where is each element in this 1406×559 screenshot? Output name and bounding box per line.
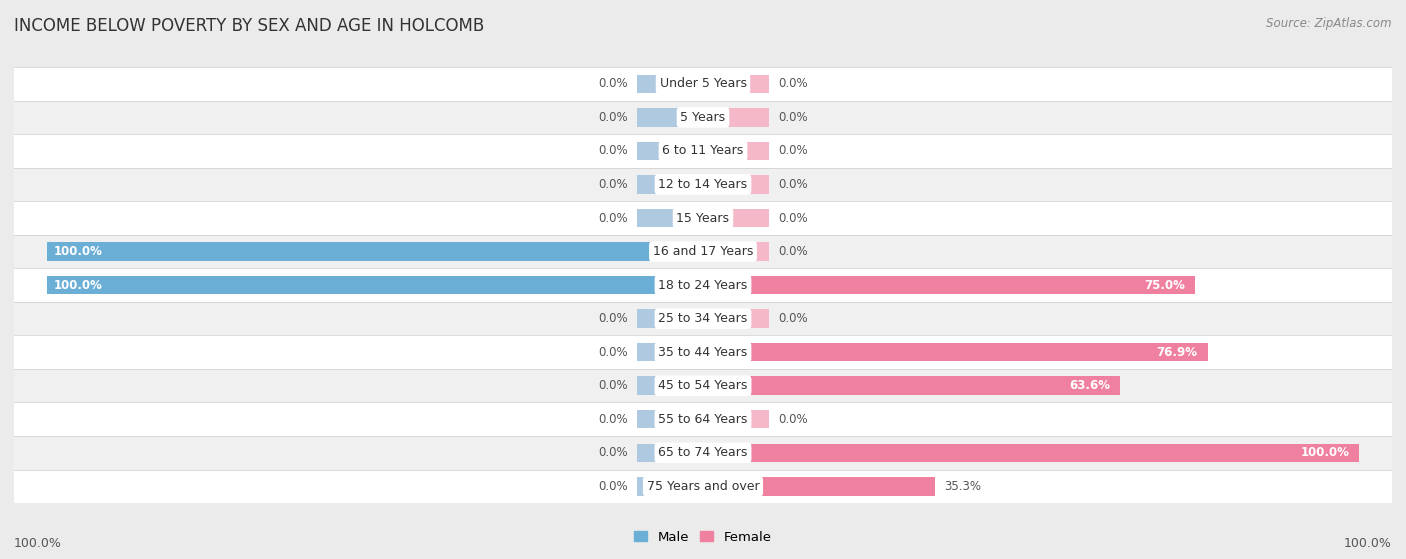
Text: 0.0%: 0.0% bbox=[598, 77, 627, 91]
Bar bbox=[637, 108, 703, 126]
Bar bbox=[703, 410, 769, 429]
Bar bbox=[14, 470, 1392, 503]
Text: 100.0%: 100.0% bbox=[1301, 446, 1350, 459]
Bar bbox=[14, 268, 1392, 302]
Bar bbox=[703, 377, 1121, 395]
Bar bbox=[637, 142, 703, 160]
Bar bbox=[703, 276, 1195, 294]
Text: 16 and 17 Years: 16 and 17 Years bbox=[652, 245, 754, 258]
Text: 0.0%: 0.0% bbox=[598, 379, 627, 392]
Text: 0.0%: 0.0% bbox=[598, 413, 627, 426]
Text: 15 Years: 15 Years bbox=[676, 211, 730, 225]
Text: Source: ZipAtlas.com: Source: ZipAtlas.com bbox=[1267, 17, 1392, 30]
Bar bbox=[637, 377, 703, 395]
Text: 63.6%: 63.6% bbox=[1070, 379, 1111, 392]
Bar bbox=[14, 302, 1392, 335]
Text: 0.0%: 0.0% bbox=[779, 211, 808, 225]
Bar bbox=[703, 175, 769, 193]
Bar bbox=[703, 477, 935, 496]
Text: 45 to 54 Years: 45 to 54 Years bbox=[658, 379, 748, 392]
Text: 5 Years: 5 Years bbox=[681, 111, 725, 124]
Bar bbox=[637, 410, 703, 429]
Bar bbox=[637, 175, 703, 193]
Bar bbox=[14, 168, 1392, 201]
Bar bbox=[703, 108, 769, 126]
Bar bbox=[703, 209, 769, 227]
Text: 0.0%: 0.0% bbox=[779, 77, 808, 91]
Text: 75 Years and over: 75 Years and over bbox=[647, 480, 759, 493]
Legend: Male, Female: Male, Female bbox=[628, 525, 778, 549]
Text: Under 5 Years: Under 5 Years bbox=[659, 77, 747, 91]
Text: INCOME BELOW POVERTY BY SEX AND AGE IN HOLCOMB: INCOME BELOW POVERTY BY SEX AND AGE IN H… bbox=[14, 17, 484, 35]
Bar bbox=[637, 444, 703, 462]
Text: 0.0%: 0.0% bbox=[598, 312, 627, 325]
Bar bbox=[703, 343, 1208, 362]
Text: 100.0%: 100.0% bbox=[14, 537, 62, 549]
Bar bbox=[14, 436, 1392, 470]
Text: 0.0%: 0.0% bbox=[598, 211, 627, 225]
Text: 0.0%: 0.0% bbox=[779, 178, 808, 191]
Text: 0.0%: 0.0% bbox=[779, 111, 808, 124]
Text: 12 to 14 Years: 12 to 14 Years bbox=[658, 178, 748, 191]
Text: 100.0%: 100.0% bbox=[53, 245, 103, 258]
Bar bbox=[703, 310, 769, 328]
Bar bbox=[14, 101, 1392, 134]
Bar bbox=[703, 243, 769, 260]
Text: 55 to 64 Years: 55 to 64 Years bbox=[658, 413, 748, 426]
Text: 100.0%: 100.0% bbox=[53, 278, 103, 292]
Text: 25 to 34 Years: 25 to 34 Years bbox=[658, 312, 748, 325]
Bar bbox=[703, 74, 769, 93]
Bar bbox=[14, 335, 1392, 369]
Text: 0.0%: 0.0% bbox=[779, 413, 808, 426]
Text: 0.0%: 0.0% bbox=[598, 446, 627, 459]
Text: 35 to 44 Years: 35 to 44 Years bbox=[658, 345, 748, 359]
Bar bbox=[703, 444, 1360, 462]
Text: 0.0%: 0.0% bbox=[779, 245, 808, 258]
Text: 65 to 74 Years: 65 to 74 Years bbox=[658, 446, 748, 459]
Bar bbox=[14, 67, 1392, 101]
Text: 0.0%: 0.0% bbox=[598, 178, 627, 191]
Bar bbox=[637, 209, 703, 227]
Bar bbox=[637, 310, 703, 328]
Text: 0.0%: 0.0% bbox=[598, 144, 627, 158]
Text: 6 to 11 Years: 6 to 11 Years bbox=[662, 144, 744, 158]
Bar bbox=[46, 243, 703, 260]
Bar bbox=[14, 201, 1392, 235]
Bar bbox=[14, 235, 1392, 268]
Text: 0.0%: 0.0% bbox=[779, 144, 808, 158]
Text: 100.0%: 100.0% bbox=[1344, 537, 1392, 549]
Bar bbox=[14, 402, 1392, 436]
Bar bbox=[637, 74, 703, 93]
Bar bbox=[14, 369, 1392, 402]
Text: 18 to 24 Years: 18 to 24 Years bbox=[658, 278, 748, 292]
Bar bbox=[703, 142, 769, 160]
Bar bbox=[14, 134, 1392, 168]
Bar bbox=[637, 477, 703, 496]
Text: 75.0%: 75.0% bbox=[1144, 278, 1185, 292]
Text: 35.3%: 35.3% bbox=[945, 480, 981, 493]
Bar bbox=[46, 276, 703, 294]
Text: 76.9%: 76.9% bbox=[1157, 345, 1198, 359]
Text: 0.0%: 0.0% bbox=[598, 111, 627, 124]
Text: 0.0%: 0.0% bbox=[598, 480, 627, 493]
Bar bbox=[637, 343, 703, 362]
Text: 0.0%: 0.0% bbox=[779, 312, 808, 325]
Text: 0.0%: 0.0% bbox=[598, 345, 627, 359]
